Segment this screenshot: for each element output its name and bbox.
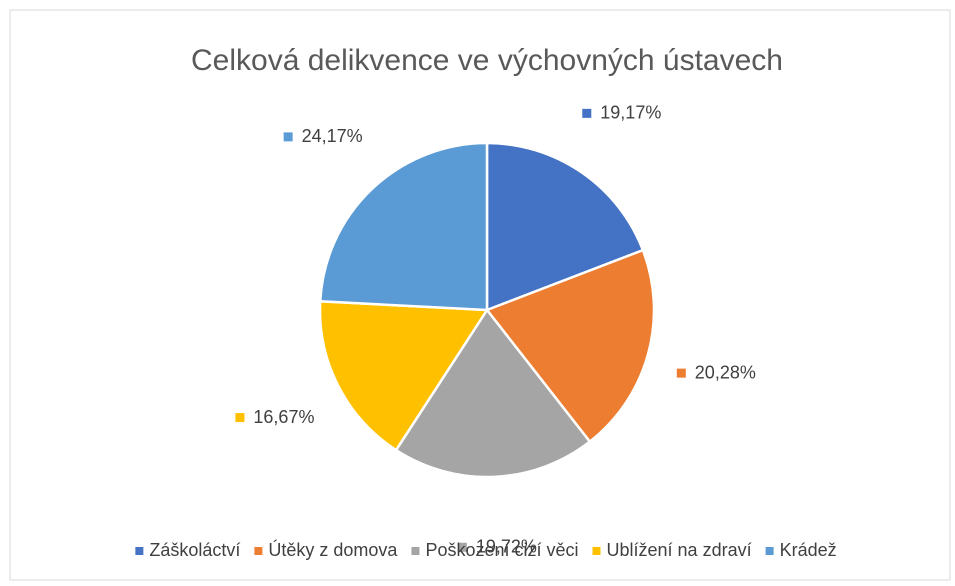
legend-marker <box>254 547 263 555</box>
chart-title: Celková delikvence ve výchovných ústavec… <box>191 44 783 77</box>
legend-label: Ublížení na zdraví <box>607 540 752 560</box>
pie-slice <box>318 141 489 312</box>
data-label: 24,17% <box>302 126 363 146</box>
data-label: 16,67% <box>253 407 314 427</box>
pie-slice <box>394 307 592 479</box>
data-label-marker <box>676 368 686 378</box>
data-label: 19,72% <box>476 537 537 557</box>
pie-slice <box>484 248 656 444</box>
pie-slice <box>318 299 490 452</box>
legend-label: Krádež <box>780 540 837 560</box>
legend-marker <box>135 547 144 555</box>
pie-slice <box>485 141 645 312</box>
legend-marker <box>411 547 420 555</box>
data-label-marker <box>235 413 245 423</box>
legend-marker <box>592 547 601 555</box>
data-label-marker <box>582 108 592 118</box>
legend-marker <box>765 547 774 555</box>
legend-label: Poškození cizí věci <box>425 540 578 560</box>
legend-label: Záškoláctví <box>149 540 240 560</box>
data-label: 20,28% <box>695 362 756 382</box>
legend-label: Útěky z domova <box>268 539 398 560</box>
data-label-marker <box>283 132 293 142</box>
data-label-marker <box>457 542 467 552</box>
data-label: 19,17% <box>600 103 661 123</box>
